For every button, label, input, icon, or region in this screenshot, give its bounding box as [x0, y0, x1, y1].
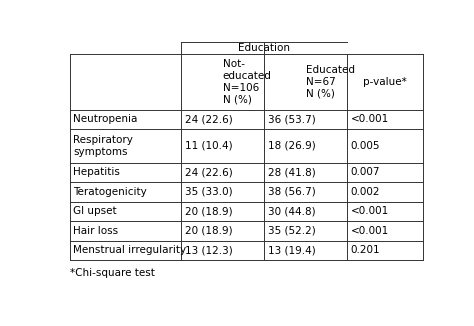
Text: 0.005: 0.005	[351, 141, 380, 151]
Text: 11 (10.4): 11 (10.4)	[185, 141, 233, 151]
Text: 28 (41.8): 28 (41.8)	[268, 168, 316, 177]
Text: 0.002: 0.002	[351, 187, 380, 197]
Text: 35 (33.0): 35 (33.0)	[185, 187, 233, 197]
Text: 20 (18.9): 20 (18.9)	[185, 226, 233, 236]
Text: Menstrual irregularity: Menstrual irregularity	[73, 245, 186, 255]
Text: Not-
educated
N=106
N (%): Not- educated N=106 N (%)	[223, 59, 272, 105]
Text: Hepatitis: Hepatitis	[73, 168, 120, 177]
Text: Educated
N=67
N (%): Educated N=67 N (%)	[306, 65, 355, 99]
Text: 36 (53.7): 36 (53.7)	[268, 114, 316, 125]
Text: 24 (22.6): 24 (22.6)	[185, 114, 233, 125]
Text: <0.001: <0.001	[351, 114, 389, 125]
Text: *Chi-square test: *Chi-square test	[70, 268, 155, 277]
Text: 13 (19.4): 13 (19.4)	[268, 245, 316, 255]
Text: 24 (22.6): 24 (22.6)	[185, 168, 233, 177]
Text: 30 (44.8): 30 (44.8)	[268, 206, 316, 216]
Text: Respiratory
symptoms: Respiratory symptoms	[73, 135, 133, 157]
Text: <0.001: <0.001	[351, 206, 389, 216]
Text: <0.001: <0.001	[351, 226, 389, 236]
Text: Education: Education	[238, 43, 290, 52]
Text: GI upset: GI upset	[73, 206, 117, 216]
Text: 18 (26.9): 18 (26.9)	[268, 141, 316, 151]
Text: 35 (52.2): 35 (52.2)	[268, 226, 316, 236]
Text: p-value*: p-value*	[363, 77, 407, 87]
Text: 20 (18.9): 20 (18.9)	[185, 206, 233, 216]
Text: Hair loss: Hair loss	[73, 226, 118, 236]
Text: 0.201: 0.201	[351, 245, 381, 255]
Text: 13 (12.3): 13 (12.3)	[185, 245, 233, 255]
Text: Teratogenicity: Teratogenicity	[73, 187, 147, 197]
Text: 38 (56.7): 38 (56.7)	[268, 187, 316, 197]
Text: Neutropenia: Neutropenia	[73, 114, 137, 125]
Text: 0.007: 0.007	[351, 168, 380, 177]
